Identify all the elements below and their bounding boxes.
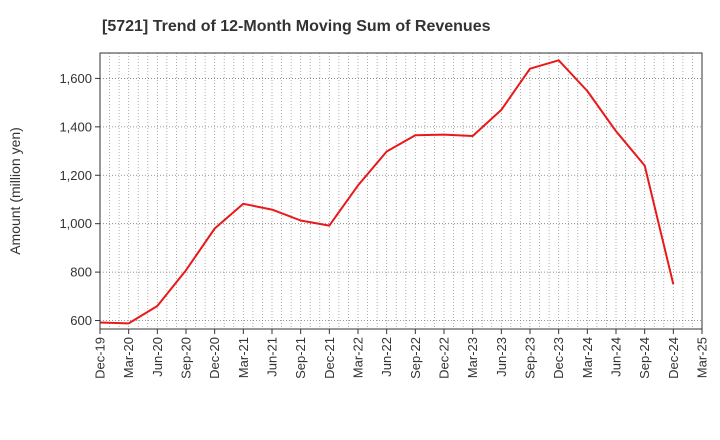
x-tick-label: Sep-24 [637, 337, 652, 379]
x-tick-label: Dec-22 [437, 337, 452, 379]
x-tick-label: Mar-25 [695, 337, 710, 378]
y-tick-label: 1,400 [59, 119, 92, 134]
x-tick-label: Jun-23 [494, 337, 509, 377]
y-tick-label: 1,200 [59, 168, 92, 183]
x-tick-label: Mar-23 [465, 337, 480, 378]
y-axis-label: Amount (million yen) [7, 127, 23, 255]
x-tick-label: Dec-20 [207, 337, 222, 379]
x-tick-label: Jun-22 [379, 337, 394, 377]
x-tick-label: Dec-19 [93, 337, 108, 379]
y-tick-label: 1,000 [59, 216, 92, 231]
x-tick-label: Mar-20 [121, 337, 136, 378]
chart-title: [5721] Trend of 12-Month Moving Sum of R… [102, 18, 491, 35]
x-tick-label: Mar-22 [351, 337, 366, 378]
x-tick-label: Sep-20 [179, 337, 194, 379]
y-axis-ticks: 600 800 1,000 1,200 1,400 1,600 [59, 71, 100, 328]
x-tick-label: Sep-22 [408, 337, 423, 379]
y-tick-label: 1,600 [59, 71, 92, 86]
series-line [99, 59, 675, 325]
grid [100, 53, 702, 329]
x-tick-label: Mar-24 [580, 337, 595, 378]
x-tick-label: Sep-23 [523, 337, 538, 379]
x-tick-label: Jun-21 [265, 337, 280, 377]
x-axis-ticks: Dec-19 Mar-20 Jun-20 Sep-20 Dec-20 Mar-21 Jun-… [93, 329, 710, 379]
x-tick-label: Sep-21 [293, 337, 308, 379]
y-tick-label: 600 [70, 313, 92, 328]
x-tick-label: Jun-24 [609, 337, 624, 377]
series-layer [99, 59, 675, 325]
plot-frame [99, 52, 703, 330]
x-tick-label: Jun-20 [150, 337, 165, 377]
x-tick-label: Mar-21 [236, 337, 251, 378]
x-tick-label: Dec-21 [322, 337, 337, 379]
y-tick-label: 800 [70, 265, 92, 280]
x-tick-label: Dec-24 [666, 337, 681, 379]
x-tick-label: Dec-23 [551, 337, 566, 379]
